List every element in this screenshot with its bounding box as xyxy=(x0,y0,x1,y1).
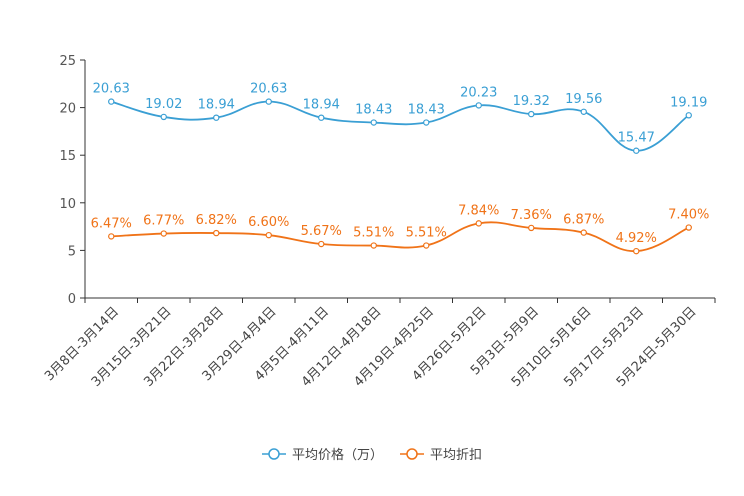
data-label: 6.47% xyxy=(91,216,132,231)
data-point[interactable] xyxy=(265,231,272,239)
data-label: 7.36% xyxy=(511,208,552,223)
data-point[interactable] xyxy=(160,230,167,237)
data-label: 18.94 xyxy=(303,98,340,113)
data-point[interactable] xyxy=(580,229,587,236)
axes xyxy=(84,60,715,299)
data-label: 20.63 xyxy=(250,82,287,97)
legend-label: 平均价格（万） xyxy=(292,447,383,463)
data-label: 19.56 xyxy=(565,92,602,107)
data-label: 19.32 xyxy=(513,94,550,109)
series-0: 20.63 19.02 18.94 20.63 18.94 18.43 18.43 20.23… xyxy=(93,82,707,154)
data-point[interactable] xyxy=(685,224,692,231)
data-point[interactable] xyxy=(265,98,272,105)
data-point[interactable] xyxy=(423,119,430,126)
data-point[interactable] xyxy=(108,233,115,240)
data-point[interactable] xyxy=(318,240,325,248)
data-label: 18.94 xyxy=(198,98,235,113)
y-tick-label: 5 xyxy=(68,244,76,259)
series-line xyxy=(111,221,690,253)
y-axis-ticks: 0 5 10 15 20 25 xyxy=(59,54,85,307)
data-label: 20.63 xyxy=(93,82,130,97)
data-point[interactable] xyxy=(475,102,482,109)
data-point[interactable] xyxy=(423,242,430,249)
data-label: 18.43 xyxy=(408,103,445,118)
data-point[interactable] xyxy=(160,113,167,121)
x-axis-ticks: 3月8日-3月14日3月15日-3月21日3月22日-3月28日3月29日-4月… xyxy=(42,298,716,390)
data-label: 5.51% xyxy=(406,226,447,241)
data-label: 19.02 xyxy=(145,97,182,112)
data-label: 6.82% xyxy=(196,213,237,228)
data-label: 6.87% xyxy=(563,213,604,228)
data-point[interactable] xyxy=(633,247,640,255)
data-label: 15.47 xyxy=(618,131,655,146)
legend[interactable]: 平均价格（万） 平均折扣 xyxy=(262,447,482,463)
data-label: 19.19 xyxy=(670,95,707,110)
data-label: 6.77% xyxy=(143,214,184,229)
y-tick-label: 0 xyxy=(68,292,76,307)
y-tick-label: 15 xyxy=(59,149,76,164)
data-label: 20.23 xyxy=(460,85,497,100)
data-label: 7.84% xyxy=(458,203,499,218)
data-point[interactable] xyxy=(633,147,640,154)
series-layer: 20.63 19.02 18.94 20.63 18.94 18.43 18.43 20.23… xyxy=(91,82,709,255)
legend-label: 平均折扣 xyxy=(430,448,482,463)
legend-item-0[interactable]: 平均价格（万） xyxy=(262,447,383,463)
data-label: 5.67% xyxy=(301,224,342,239)
data-point[interactable] xyxy=(475,220,482,227)
y-tick-label: 10 xyxy=(59,197,76,212)
data-point[interactable] xyxy=(685,112,692,119)
data-label: 7.40% xyxy=(668,208,709,223)
y-tick-label: 20 xyxy=(59,102,76,117)
legend-marker xyxy=(268,448,280,460)
data-point[interactable] xyxy=(580,108,587,115)
y-tick-label: 25 xyxy=(59,54,76,69)
data-label: 6.60% xyxy=(248,215,289,230)
legend-item-1[interactable]: 平均折扣 xyxy=(400,448,482,463)
legend-marker xyxy=(406,448,418,460)
data-point[interactable] xyxy=(318,114,325,121)
data-label: 4.92% xyxy=(616,231,657,246)
data-point[interactable] xyxy=(370,119,377,126)
data-label: 5.51% xyxy=(353,226,394,241)
data-point[interactable] xyxy=(108,98,115,105)
data-point[interactable] xyxy=(213,229,220,237)
data-point[interactable] xyxy=(213,114,220,121)
data-point[interactable] xyxy=(528,110,535,118)
data-point[interactable] xyxy=(528,224,535,232)
series-1: 6.47% 6.77% 6.82% 6.60% 5.67% 5.51% 5.51% 7.84%… xyxy=(91,203,709,255)
data-point[interactable] xyxy=(370,242,377,249)
data-label: 18.43 xyxy=(355,103,392,118)
